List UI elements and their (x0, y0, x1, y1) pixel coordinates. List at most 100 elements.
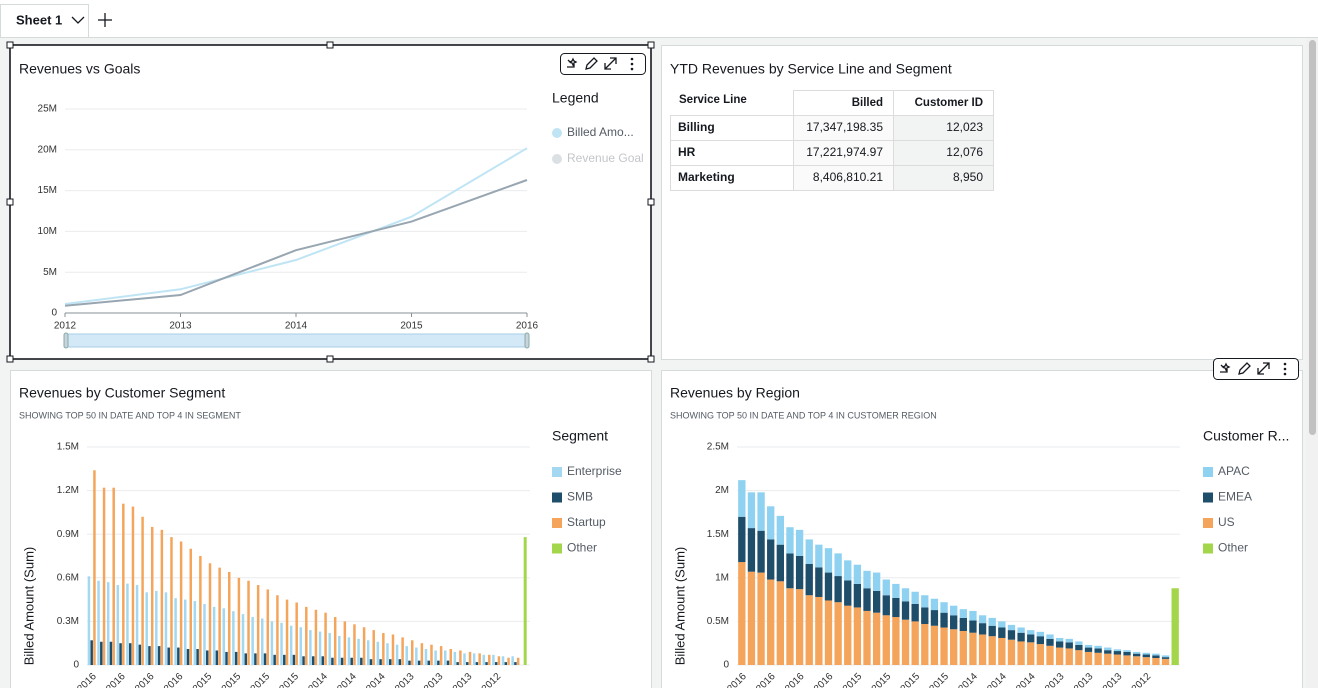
bar (482, 654, 486, 665)
bar (507, 657, 510, 665)
bar (444, 650, 447, 665)
bar (276, 595, 279, 665)
legend-label[interactable]: Startup (567, 515, 606, 529)
bar-segment (1046, 645, 1054, 665)
y-tick-label: 0.9M (57, 529, 79, 540)
bar (244, 653, 248, 665)
bar (314, 609, 318, 665)
bar (424, 649, 428, 665)
bar (128, 643, 132, 665)
add-sheet-button[interactable] (98, 13, 112, 27)
bar-segment (1113, 651, 1122, 655)
bar (434, 650, 437, 665)
bar-segment (815, 544, 823, 568)
bar-segment (824, 572, 833, 601)
bar (90, 640, 93, 665)
bar-segment (911, 621, 919, 665)
legend-marker (552, 467, 562, 477)
sheet-tab-label[interactable]: Sheet 1 (16, 12, 62, 27)
bar-segment (950, 615, 958, 630)
bar-segment (786, 588, 794, 665)
bar-segment (921, 607, 929, 625)
legend-marker (552, 128, 562, 138)
bar-segment (1036, 631, 1045, 637)
bar (145, 592, 148, 665)
table-cell (893, 140, 994, 166)
visual-toolbar[interactable] (1213, 358, 1299, 380)
legend-label[interactable]: Enterprise (567, 464, 622, 478)
scrollbar[interactable] (1306, 38, 1318, 688)
range-slider[interactable] (63, 332, 530, 349)
bar-segment (1113, 649, 1122, 652)
bar-segment (921, 595, 929, 608)
bar-segment (1152, 658, 1160, 665)
table-value: 12,076 (946, 145, 983, 159)
bar (93, 470, 96, 665)
bar (254, 653, 257, 665)
bar-segment (844, 560, 852, 581)
bar-segment (1123, 650, 1131, 652)
table-title: YTD Revenues by Service Line and Segment (670, 61, 952, 77)
bar-segment (757, 572, 765, 665)
bar-segment (882, 615, 890, 665)
bar-segment (824, 548, 833, 573)
bar-segment (978, 615, 987, 624)
bar (369, 659, 373, 665)
bar (203, 603, 206, 665)
bar (338, 635, 341, 665)
bar-segment (1027, 630, 1035, 635)
bar-segment (1133, 651, 1141, 654)
y-tick-label: 1.5M (707, 529, 729, 540)
bar (241, 614, 245, 665)
visual-toolbar[interactable] (560, 53, 646, 75)
y-tick-label: 2M (715, 485, 729, 496)
legend-label[interactable]: Billed Amo... (567, 125, 634, 139)
bar (343, 621, 347, 665)
bar (295, 602, 298, 665)
table-cell (793, 115, 894, 141)
bar (488, 654, 491, 665)
table-cell (670, 115, 794, 141)
bar-segment (844, 605, 852, 665)
legend-marker (1203, 518, 1213, 528)
legend-label[interactable]: Other (567, 541, 597, 555)
bar (167, 647, 170, 665)
bar-segment (738, 562, 746, 665)
bar-segment (738, 480, 746, 517)
bar-segment (795, 529, 804, 556)
legend-label[interactable]: US (1218, 515, 1235, 529)
legend-label[interactable]: EMEA (1218, 490, 1252, 504)
bar (148, 646, 151, 665)
chart-title: Revenues by Customer Segment (19, 385, 225, 401)
y-tick-label: 15M (38, 185, 57, 196)
legend-label[interactable]: Revenue Goal (567, 151, 644, 165)
sheet-tab[interactable] (0, 4, 89, 38)
bar (382, 633, 385, 665)
bar-segment (1123, 655, 1131, 665)
bar (157, 646, 161, 665)
bar (222, 608, 225, 665)
bar-segment (815, 567, 823, 597)
bar (179, 541, 183, 665)
bar (395, 644, 399, 665)
bar-segment (1055, 641, 1064, 648)
bar (270, 621, 274, 665)
bar-segment (863, 610, 871, 665)
bar-segment (1017, 632, 1025, 642)
bar-segment (1065, 642, 1073, 649)
legend-label[interactable]: Other (1218, 541, 1248, 555)
table-header-cell (893, 90, 994, 116)
table-cell (793, 140, 894, 166)
bar (492, 654, 495, 665)
bar (430, 644, 433, 665)
bar-segment (940, 602, 948, 613)
legend-label[interactable]: SMB (567, 490, 593, 504)
bar-segment (1104, 650, 1112, 654)
legend-label[interactable]: APAC (1218, 464, 1250, 478)
bar-segment (1046, 634, 1054, 639)
bar (212, 606, 216, 665)
tab-menu-chevron[interactable] (71, 16, 85, 24)
legend-marker (552, 492, 562, 503)
bar-segment (959, 630, 967, 665)
y-tick-label: 1.2M (57, 485, 79, 496)
